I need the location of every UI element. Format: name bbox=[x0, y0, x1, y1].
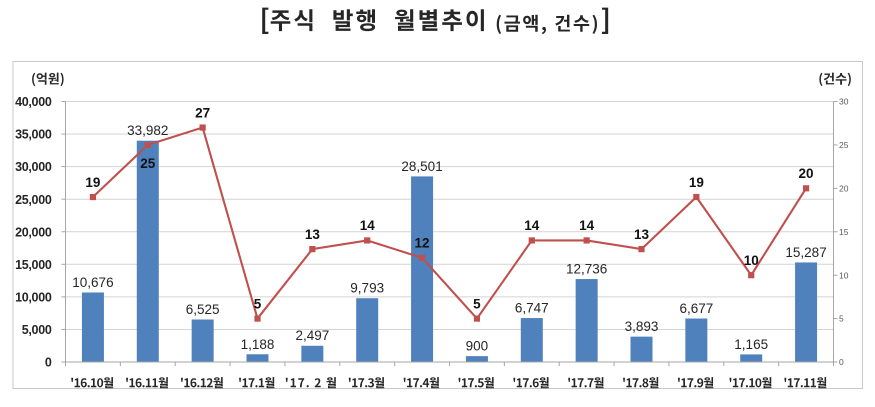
svg-text:15,000: 15,000 bbox=[15, 258, 52, 272]
svg-text:20: 20 bbox=[799, 166, 814, 181]
svg-text:9,793: 9,793 bbox=[350, 281, 384, 296]
svg-text:30,000: 30,000 bbox=[15, 160, 52, 174]
svg-text:40,000: 40,000 bbox=[15, 95, 52, 109]
svg-text:1,188: 1,188 bbox=[241, 337, 275, 352]
svg-text:0: 0 bbox=[45, 356, 52, 370]
svg-text:5: 5 bbox=[254, 296, 262, 311]
svg-text:2,497: 2,497 bbox=[295, 328, 329, 343]
svg-text:14: 14 bbox=[579, 218, 595, 233]
svg-text:13: 13 bbox=[305, 227, 321, 242]
svg-text:27: 27 bbox=[195, 105, 210, 120]
svg-text:1,165: 1,165 bbox=[734, 337, 768, 352]
svg-text:5,000: 5,000 bbox=[22, 323, 52, 337]
svg-text:13: 13 bbox=[634, 227, 650, 242]
svg-text:15: 15 bbox=[839, 227, 849, 237]
svg-text:30: 30 bbox=[839, 97, 849, 107]
svg-text:25,000: 25,000 bbox=[15, 193, 52, 207]
svg-text:6,677: 6,677 bbox=[679, 301, 713, 316]
svg-text:14: 14 bbox=[524, 218, 540, 233]
svg-text:33,982: 33,982 bbox=[127, 123, 168, 138]
svg-text:25: 25 bbox=[839, 140, 849, 150]
svg-text:19: 19 bbox=[85, 175, 100, 190]
svg-text:35,000: 35,000 bbox=[15, 128, 52, 142]
svg-text:28,501: 28,501 bbox=[401, 159, 442, 174]
svg-text:5: 5 bbox=[839, 314, 844, 324]
svg-text:25: 25 bbox=[140, 156, 156, 171]
svg-text:19: 19 bbox=[689, 175, 704, 190]
svg-text:6,747: 6,747 bbox=[515, 301, 549, 316]
svg-text:0: 0 bbox=[839, 357, 844, 367]
svg-text:10: 10 bbox=[744, 253, 759, 268]
svg-text:10,000: 10,000 bbox=[15, 290, 52, 304]
svg-text:3,893: 3,893 bbox=[625, 319, 659, 334]
svg-text:12,736: 12,736 bbox=[566, 262, 607, 277]
svg-text:20: 20 bbox=[839, 183, 849, 193]
svg-text:6,525: 6,525 bbox=[186, 302, 220, 317]
svg-text:900: 900 bbox=[466, 339, 489, 354]
svg-text:15,287: 15,287 bbox=[785, 245, 826, 260]
svg-text:14: 14 bbox=[360, 218, 376, 233]
svg-text:5: 5 bbox=[473, 296, 481, 311]
svg-text:10,676: 10,676 bbox=[72, 275, 113, 290]
svg-text:12: 12 bbox=[415, 236, 430, 251]
svg-text:10: 10 bbox=[839, 270, 849, 280]
svg-text:20,000: 20,000 bbox=[15, 225, 52, 239]
